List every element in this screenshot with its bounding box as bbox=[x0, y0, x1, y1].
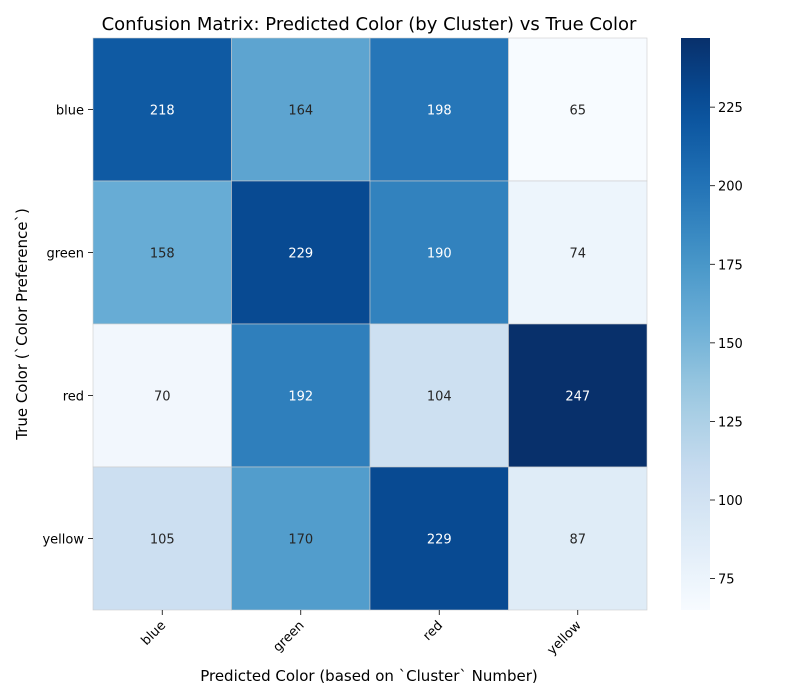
y-tick-label: yellow bbox=[42, 533, 84, 548]
heatmap-cell bbox=[92, 466, 232, 611]
cell-value-label: 158 bbox=[150, 247, 175, 262]
heatmap-cell bbox=[231, 37, 371, 182]
cell-value-label: 190 bbox=[427, 247, 452, 262]
x-tick-label: green bbox=[270, 618, 307, 655]
x-axis-label: Predicted Color (based on `Cluster` Numb… bbox=[200, 667, 538, 685]
y-axis-label: True Color (`Color Preference`) bbox=[13, 208, 31, 441]
colorbar-tick-label: 150 bbox=[718, 337, 743, 352]
chart-title: Confusion Matrix: Predicted Color (by Cl… bbox=[102, 14, 637, 35]
cell-value-label: 164 bbox=[288, 104, 313, 119]
y-axis-ticks: blue green red yellow bbox=[42, 104, 93, 548]
colorbar-tick-label: 225 bbox=[718, 101, 743, 116]
colorbar-tick-label: 175 bbox=[718, 258, 743, 273]
heatmap-cell bbox=[508, 37, 648, 182]
heatmap-cell bbox=[92, 37, 232, 182]
heatmap-cell bbox=[508, 323, 648, 468]
heatmap-cell bbox=[231, 466, 371, 611]
cell-value-label: 192 bbox=[288, 390, 313, 405]
cell-value-label: 229 bbox=[427, 533, 452, 548]
y-tick-label: red bbox=[63, 390, 84, 405]
cell-value-label: 218 bbox=[150, 104, 175, 119]
cell-value-label: 198 bbox=[427, 104, 452, 119]
x-axis-ticks: blue green red yellow bbox=[139, 610, 585, 658]
heatmap-cell bbox=[508, 466, 648, 611]
x-tick-label: blue bbox=[139, 618, 169, 648]
cell-value-label: 65 bbox=[569, 104, 586, 119]
heatmap-cells: 218 164 198 65 158 229 190 74 70 192 104 247 105 170 2… bbox=[92, 37, 648, 611]
cell-value-label: 170 bbox=[288, 533, 313, 548]
heatmap-cell bbox=[369, 180, 509, 325]
y-tick-label: green bbox=[46, 247, 84, 262]
colorbar-tick-label: 125 bbox=[718, 415, 743, 430]
cell-value-label: 105 bbox=[150, 533, 175, 548]
cell-value-label: 229 bbox=[288, 247, 313, 262]
heatmap-cell bbox=[369, 466, 509, 611]
cell-value-label: 247 bbox=[565, 390, 590, 405]
cell-value-label: 87 bbox=[569, 533, 586, 548]
colorbar: 75 100 125 150 175 200 225 bbox=[681, 38, 743, 610]
colorbar-tick-label: 100 bbox=[718, 494, 743, 509]
cell-value-label: 70 bbox=[154, 390, 171, 405]
heatmap-cell bbox=[369, 37, 509, 182]
heatmap-cell bbox=[231, 323, 371, 468]
cell-value-label: 104 bbox=[427, 390, 452, 405]
colorbar-gradient bbox=[681, 38, 710, 610]
heatmap-cell bbox=[231, 180, 371, 325]
x-tick-label: yellow bbox=[545, 618, 585, 658]
y-tick-label: blue bbox=[56, 104, 84, 119]
heatmap-cell bbox=[92, 180, 232, 325]
x-tick-label: red bbox=[420, 618, 446, 644]
heatmap-cell bbox=[508, 180, 648, 325]
cell-value-label: 74 bbox=[569, 247, 586, 262]
colorbar-tick-label: 75 bbox=[718, 573, 735, 588]
colorbar-tick-label: 200 bbox=[718, 180, 743, 195]
